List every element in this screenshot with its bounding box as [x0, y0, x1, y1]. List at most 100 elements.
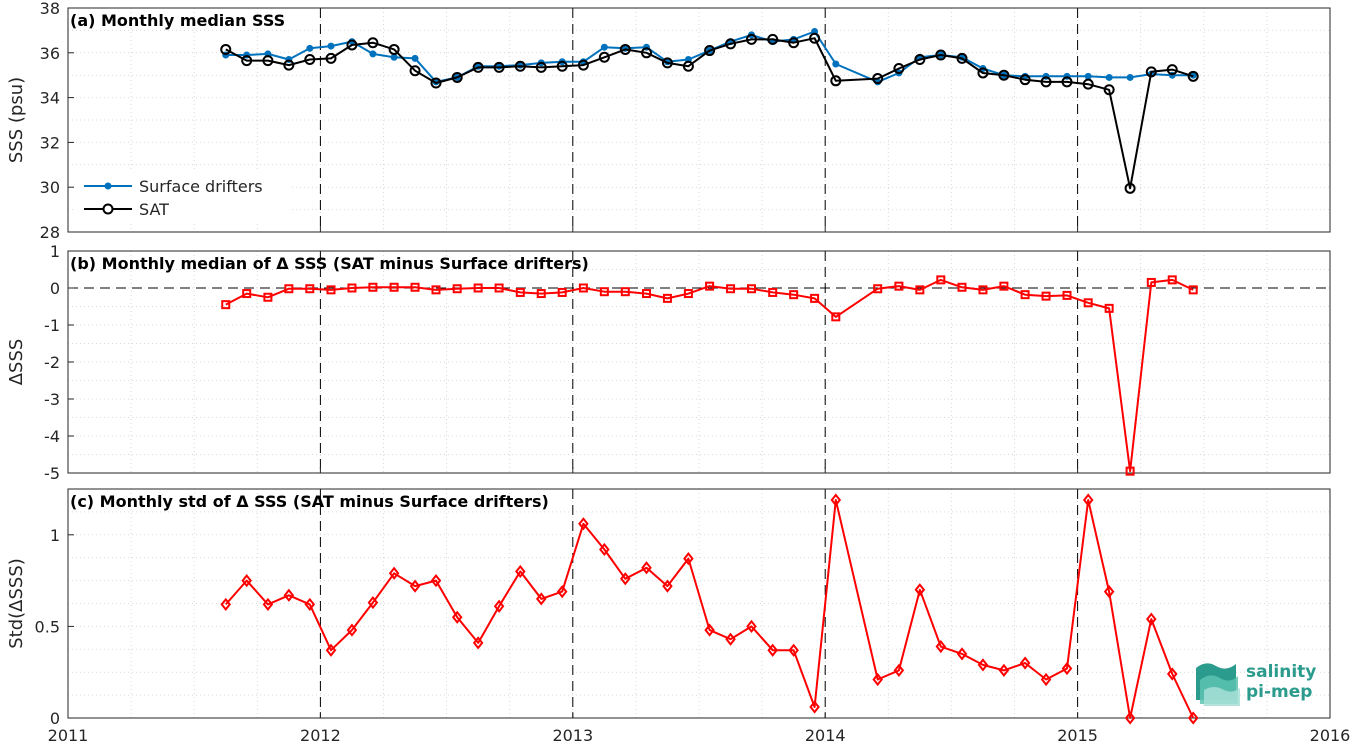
panel-title: (b) Monthly median of Δ SSS (SAT minus S…: [70, 254, 589, 273]
data-point: [367, 37, 379, 49]
data-point: [451, 610, 463, 624]
data-point: [662, 579, 673, 593]
data-point: [1145, 66, 1157, 78]
data-point: [704, 623, 715, 637]
data-point: [514, 60, 526, 72]
data-point: [515, 564, 526, 579]
data-point: [914, 583, 926, 597]
data-point: [768, 287, 778, 297]
data-point: [914, 54, 926, 66]
data-point: [935, 639, 947, 654]
data-point: [305, 284, 315, 294]
logo-text-salinity: salinity: [1246, 662, 1316, 682]
data-point: [493, 599, 505, 613]
data-point: [872, 672, 883, 687]
data-point: [810, 293, 820, 303]
data-point: [494, 283, 504, 293]
data-point: [725, 38, 737, 50]
data-point: [262, 597, 274, 612]
data-point: [1103, 584, 1115, 599]
data-point: [893, 62, 905, 74]
data-point: [578, 517, 589, 531]
data-point: [809, 700, 820, 714]
data-point: [263, 292, 273, 302]
data-point: [642, 289, 652, 299]
data-point: [346, 623, 358, 637]
data-point: [1166, 64, 1178, 76]
data-point: [431, 285, 441, 295]
data-point: [1103, 84, 1115, 96]
data-point: [662, 293, 672, 303]
data-point: [1167, 275, 1177, 285]
data-point: [493, 61, 505, 73]
series-line: [225, 499, 1195, 719]
data-point: [788, 37, 800, 49]
legend-background: [76, 172, 290, 222]
data-point: [325, 52, 337, 64]
data-point: [241, 573, 252, 588]
data-point: [262, 55, 274, 67]
data-point: [620, 287, 630, 297]
data-point: [535, 592, 547, 606]
data-point: [1019, 656, 1031, 670]
data-point: [893, 663, 905, 677]
y-tick-label: 1: [50, 526, 60, 545]
series-line: [225, 37, 1194, 190]
data-point: [977, 67, 989, 79]
data-point: [472, 636, 484, 650]
data-point: [368, 282, 378, 292]
data-point: [410, 282, 420, 292]
x-tick-label: 2016: [1310, 726, 1351, 745]
data-point: [242, 289, 252, 299]
logo-text-pi-mep: pi-mep: [1246, 682, 1312, 702]
x-tick-label: 2014: [805, 726, 846, 745]
data-point: [388, 566, 400, 580]
y-tick-label: 34: [40, 89, 60, 108]
data-point: [1166, 667, 1178, 681]
data-point: [409, 579, 421, 593]
data-point: [788, 643, 799, 657]
data-point: [746, 284, 756, 294]
data-point: [1082, 493, 1094, 507]
data-point: [641, 47, 653, 59]
data-point: [957, 282, 967, 292]
data-point: [1146, 277, 1156, 287]
data-point: [472, 61, 484, 73]
data-point: [1126, 73, 1134, 81]
data-point: [283, 59, 295, 71]
data-point: [830, 75, 842, 87]
data-point: [1125, 466, 1135, 476]
y-tick-label: -3: [44, 390, 60, 409]
data-point: [746, 619, 757, 634]
data-point: [682, 60, 694, 72]
y-tick-label: -1: [44, 316, 60, 335]
data-point: [241, 55, 253, 67]
data-point: [578, 283, 588, 293]
data-point: [873, 284, 883, 294]
x-tick-label: 2015: [1057, 726, 1098, 745]
data-point: [1083, 298, 1093, 308]
data-point: [619, 43, 631, 55]
data-point: [347, 283, 357, 293]
panel-monthly-median-sss: 28 30 32 34 36 38 SSS (psu) (a) Monthly median …: [6, 0, 1331, 242]
data-point: [557, 287, 567, 297]
data-point: [1019, 74, 1031, 86]
panel-title: (c) Monthly std of Δ SSS (SAT minus Surf…: [70, 492, 549, 511]
legend: Surface drifters SAT: [76, 172, 290, 222]
data-point: [430, 77, 442, 89]
data-point: [304, 54, 316, 66]
data-point: [326, 285, 336, 295]
data-point: [789, 290, 799, 300]
data-point: [999, 281, 1009, 291]
data-point: [1188, 285, 1198, 295]
data-point: [745, 33, 757, 45]
data-point: [1040, 76, 1052, 88]
data-point: [894, 281, 904, 291]
axes-frame: [67, 7, 1331, 233]
data-point: [767, 643, 778, 657]
data-point: [978, 285, 988, 295]
data-point: [452, 284, 462, 294]
data-point: [767, 33, 779, 45]
panel-median-delta-sss: -5 -4 -3 -2 -1 0 1 ΔSSS (b) Monthly median of Δ …: [6, 242, 1331, 483]
data-point: [936, 275, 946, 285]
